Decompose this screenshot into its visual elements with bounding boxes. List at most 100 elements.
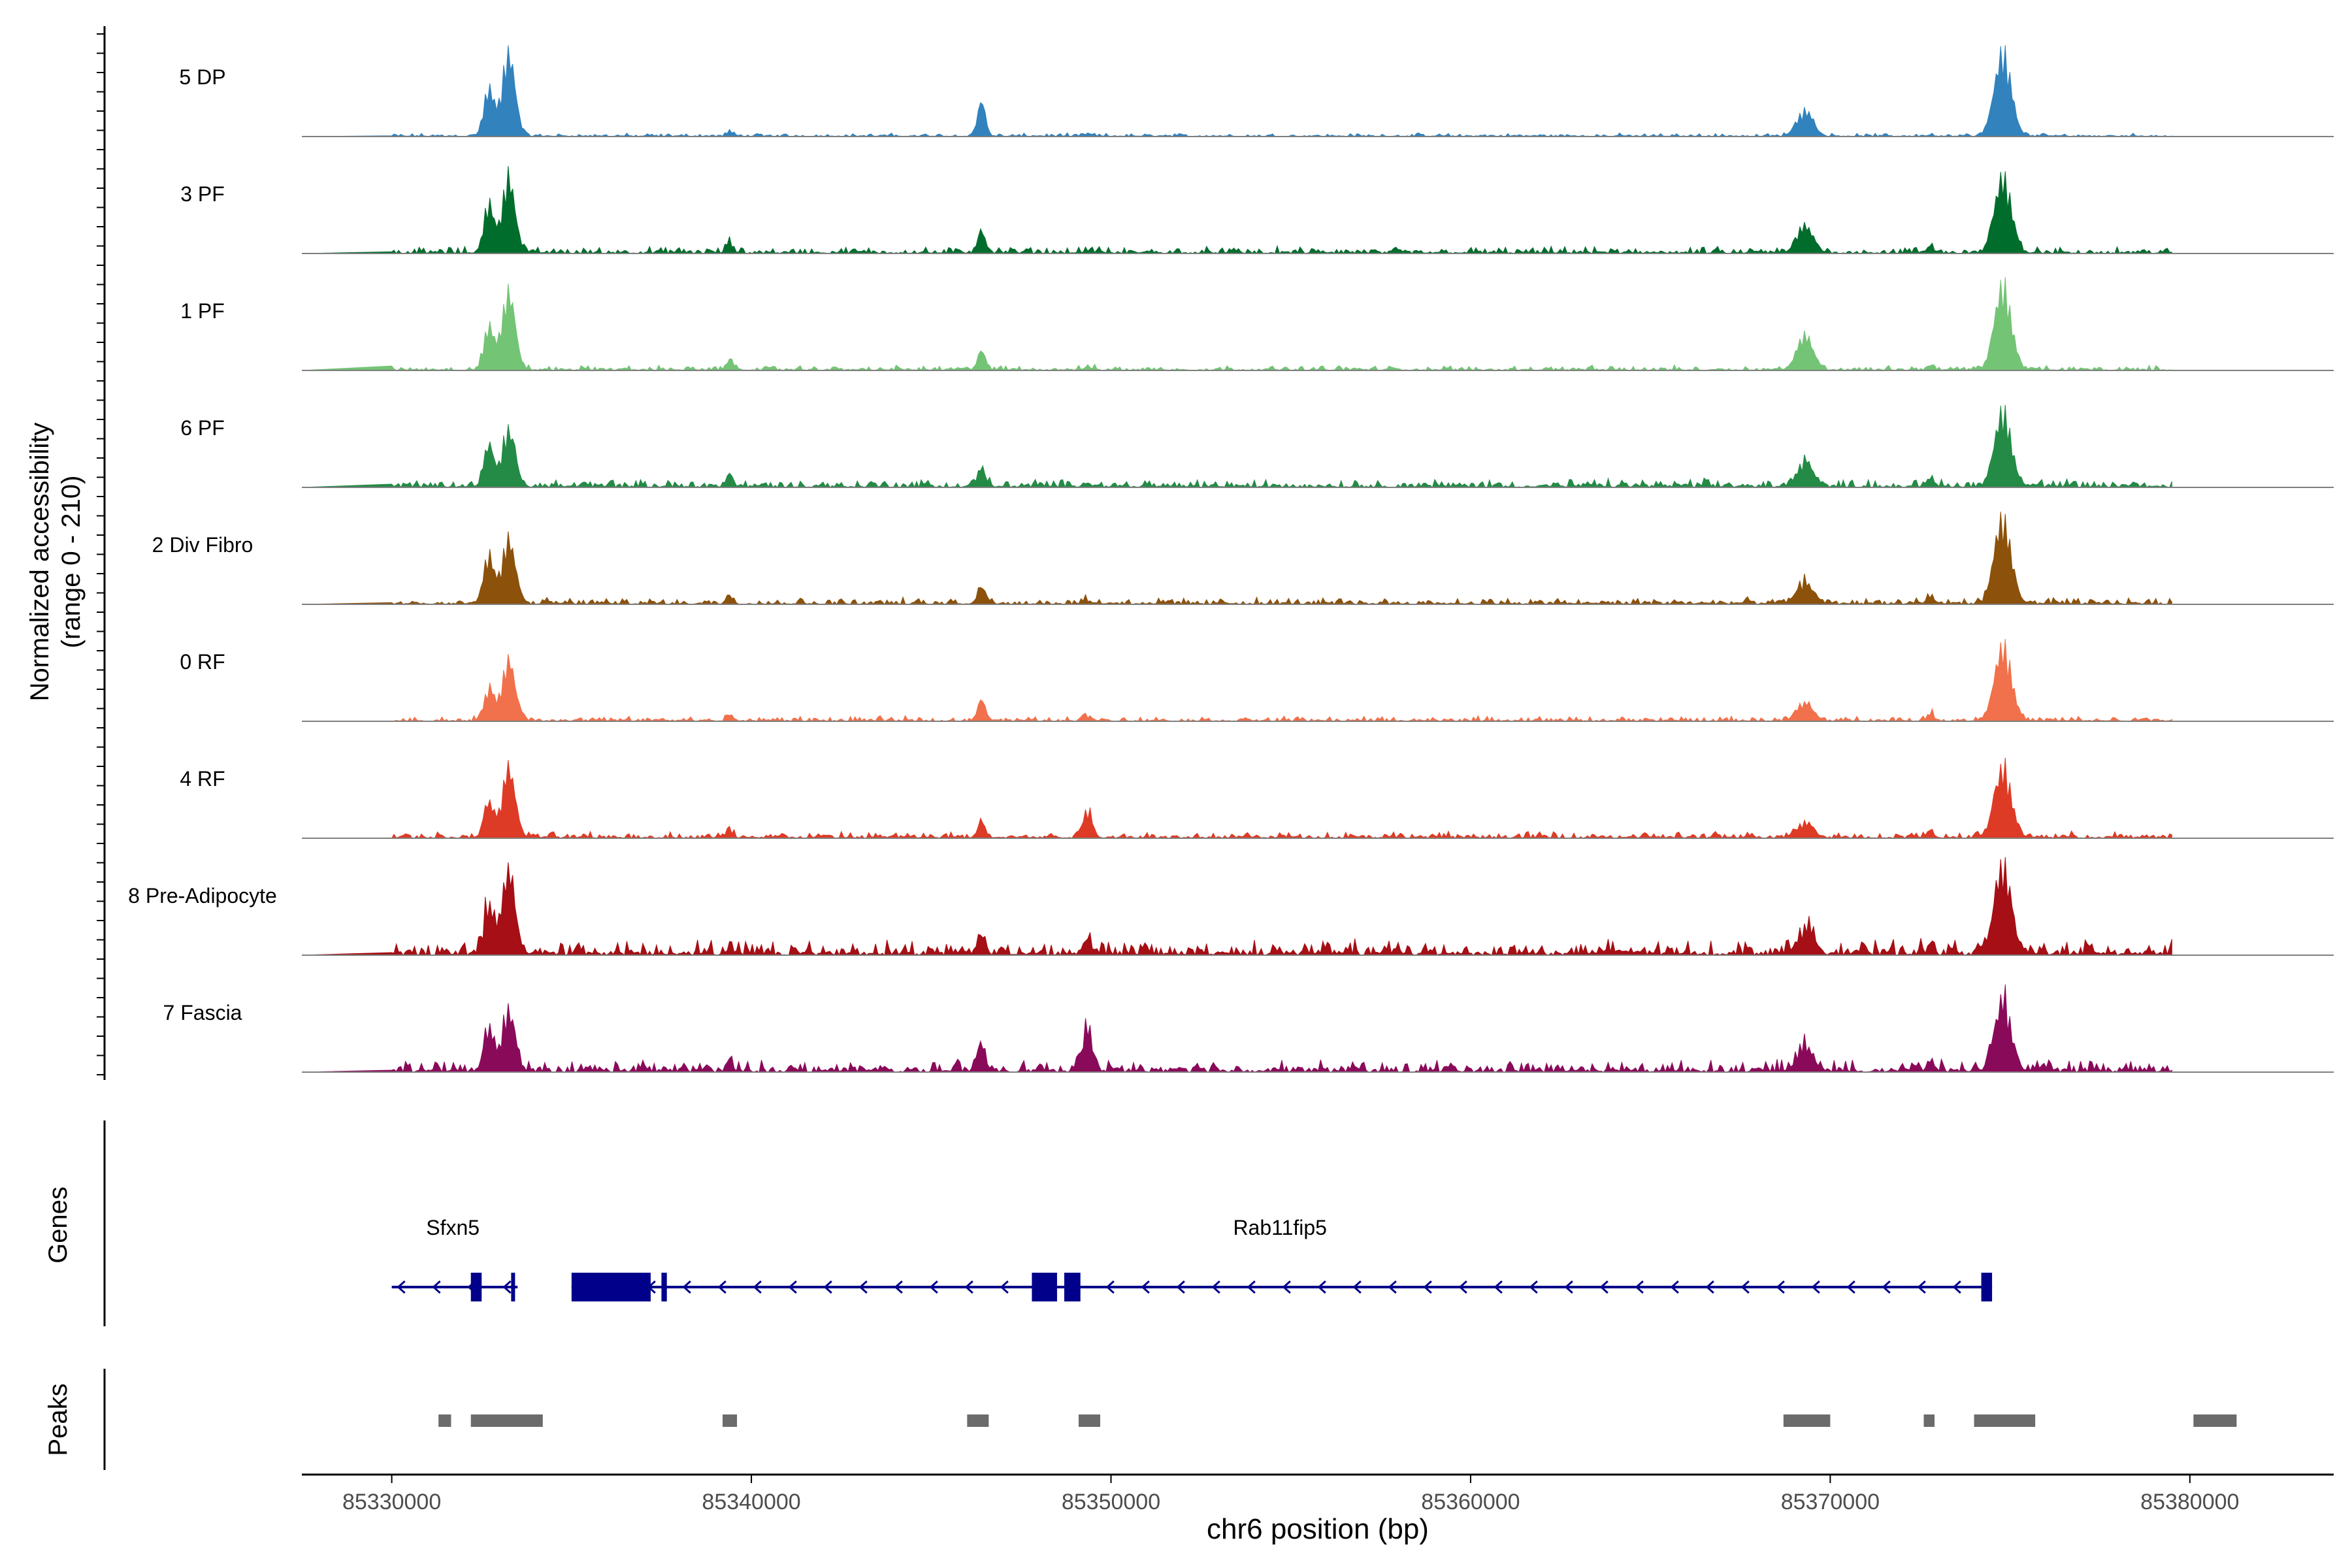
track-label-7: 8 Pre-Adipocyte: [128, 884, 277, 907]
gene-exon-0-0: [470, 1273, 482, 1301]
genes-track-label: Genes: [44, 1186, 73, 1264]
peak-region-4: [1078, 1414, 1100, 1427]
track-label-0: 5 DP: [179, 65, 225, 89]
track-label-6: 4 RF: [180, 767, 225, 791]
gene-exon-0-1: [511, 1273, 515, 1301]
peak-region-1: [470, 1414, 543, 1427]
peak-region-8: [2193, 1414, 2237, 1427]
gene-label-1: Rab11fip5: [1233, 1216, 1327, 1239]
gene-strand-arrow: [894, 1280, 903, 1294]
gene-strand-arrow: [1211, 1280, 1220, 1294]
x-axis-tick-label: 85370000: [1781, 1490, 1880, 1514]
gene-strand-arrow: [929, 1280, 938, 1294]
x-axis-tick-label: 85350000: [1062, 1490, 1160, 1514]
gene-strand-arrow: [1564, 1280, 1573, 1294]
gene-0: Sfxn5: [391, 1216, 518, 1301]
x-axis-label: chr6 position (bp): [1207, 1513, 1429, 1545]
gene-strand-arrow: [1388, 1280, 1397, 1294]
gene-strand-arrow: [1670, 1280, 1679, 1294]
gene-strand-arrow: [753, 1280, 762, 1294]
gene-strand-arrow: [432, 1280, 441, 1294]
y-axis-label-line1: Normalized accessibility: [25, 423, 54, 702]
gene-exon-1-3: [1064, 1273, 1081, 1301]
gene-exon-1-0: [571, 1273, 651, 1301]
y-axis-label-line2: (range 0 - 210): [57, 476, 86, 649]
gene-strand-arrow: [1317, 1280, 1326, 1294]
peak-region-2: [723, 1414, 738, 1427]
gene-exon-1-4: [1981, 1273, 1993, 1301]
gene-strand-arrow: [1352, 1280, 1362, 1294]
y-axis: [97, 26, 106, 1080]
gene-strand-arrow: [1247, 1280, 1256, 1294]
track-label-1: 3 PF: [180, 182, 225, 206]
gene-1: Rab11fip5: [571, 1216, 1993, 1301]
track-1: 3 PF: [180, 166, 2334, 255]
gene-strand-arrow: [1705, 1280, 1714, 1294]
track-profile-6: [301, 757, 2172, 840]
gene-strand-arrow: [1176, 1280, 1185, 1294]
gene-strand-arrow: [1635, 1280, 1644, 1294]
gene-strand-arrow: [397, 1280, 406, 1294]
gene-strand-arrow: [858, 1280, 868, 1294]
track-profile-7: [301, 857, 2172, 956]
track-7: 8 Pre-Adipocyte: [128, 857, 2334, 956]
gene-strand-arrow: [1952, 1280, 1961, 1294]
gene-strand-arrow: [1776, 1280, 1785, 1294]
track-profile-8: [301, 984, 2172, 1073]
gene-strand-arrow: [823, 1280, 832, 1294]
gene-strand-arrow: [1458, 1280, 1467, 1294]
track-8: 7 Fascia: [163, 984, 2334, 1073]
track-0: 5 DP: [179, 45, 2334, 137]
x-axis-tick-label: 85380000: [2140, 1490, 2239, 1514]
gene-exon-1-1: [661, 1273, 667, 1301]
coverage-tracks: 5 DP 3 PF 1 PF 6 PF 2 Div Fibro 0 RF 4 RF 8 Pre…: [128, 45, 2334, 1073]
x-axis-tick-label: 85360000: [1421, 1490, 1520, 1514]
gene-strand-arrow: [1740, 1280, 1750, 1294]
x-axis-tick-label: 85340000: [702, 1490, 800, 1514]
gene-annotation-track: Sfxn5 Rab11fip5: [391, 1216, 1993, 1301]
gene-strand-arrow: [1917, 1280, 1926, 1294]
gene-strand-arrow: [1000, 1280, 1009, 1294]
x-axis-tick-label: 85330000: [342, 1490, 441, 1514]
track-label-3: 6 PF: [180, 416, 225, 440]
gene-strand-arrow: [682, 1280, 691, 1294]
gene-strand-arrow: [1882, 1280, 1891, 1294]
track-6: 4 RF: [180, 757, 2334, 840]
peak-region-7: [1974, 1414, 2036, 1427]
track-profile-0: [301, 45, 2172, 137]
track-5: 0 RF: [180, 638, 2334, 723]
track-2: 1 PF: [180, 277, 2334, 371]
x-axis: 85330000 85340000 85350000 85360000 85370000…: [302, 1473, 2334, 1514]
gene-label-0: Sfxn5: [426, 1216, 480, 1239]
peak-region-5: [1783, 1414, 1831, 1427]
track-profile-5: [301, 638, 2172, 723]
gene-strand-arrow: [1282, 1280, 1291, 1294]
track-3: 6 PF: [180, 404, 2334, 489]
track-label-8: 7 Fascia: [163, 1001, 242, 1024]
track-label-5: 0 RF: [180, 650, 225, 674]
track-profile-3: [301, 404, 2172, 489]
gene-strand-arrow: [1846, 1280, 1855, 1294]
gene-exon-1-2: [1032, 1273, 1057, 1301]
track-label-2: 1 PF: [180, 299, 225, 323]
peak-region-0: [438, 1414, 451, 1427]
track-profile-2: [301, 277, 2172, 371]
gene-strand-arrow: [1811, 1280, 1820, 1294]
track-label-4: 2 Div Fibro: [152, 533, 253, 557]
gene-strand-arrow: [1105, 1280, 1115, 1294]
gene-strand-arrow: [1141, 1280, 1150, 1294]
peak-regions-track: [438, 1414, 2237, 1427]
gene-strand-arrow: [717, 1280, 727, 1294]
gene-strand-arrow: [1599, 1280, 1609, 1294]
peak-region-3: [967, 1414, 989, 1427]
peaks-track-label: Peaks: [44, 1383, 73, 1456]
gene-strand-arrow: [1494, 1280, 1503, 1294]
gene-strand-arrow: [964, 1280, 973, 1294]
gene-strand-arrow: [1529, 1280, 1538, 1294]
peak-region-6: [1923, 1414, 1935, 1427]
track-profile-1: [301, 166, 2172, 255]
gene-strand-arrow: [502, 1280, 512, 1294]
gene-strand-arrow: [788, 1280, 797, 1294]
gene-strand-arrow: [1423, 1280, 1432, 1294]
